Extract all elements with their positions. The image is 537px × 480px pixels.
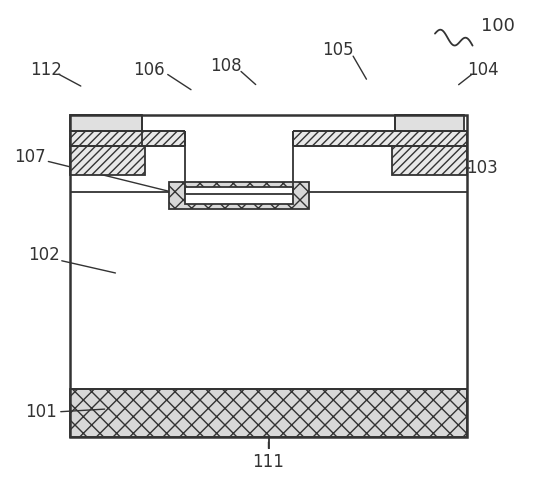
Text: 100: 100 — [481, 17, 514, 36]
Text: 107: 107 — [14, 148, 45, 167]
Text: 106: 106 — [134, 60, 165, 79]
Text: 112: 112 — [30, 60, 62, 79]
Bar — [70, 131, 467, 146]
Text: 101: 101 — [25, 403, 57, 421]
Bar — [395, 115, 464, 131]
Text: 105: 105 — [323, 41, 354, 60]
Bar — [70, 139, 145, 175]
Bar — [392, 139, 467, 175]
Bar — [185, 187, 293, 204]
Text: 102: 102 — [28, 246, 60, 264]
Bar — [70, 389, 467, 437]
Bar — [70, 115, 142, 131]
Text: 103: 103 — [466, 159, 498, 177]
Bar — [185, 110, 293, 194]
Text: 104: 104 — [468, 60, 499, 79]
Text: 108: 108 — [210, 57, 241, 75]
Bar — [169, 182, 309, 209]
Text: 111: 111 — [252, 453, 285, 471]
Bar — [70, 192, 467, 389]
Bar — [70, 115, 467, 437]
